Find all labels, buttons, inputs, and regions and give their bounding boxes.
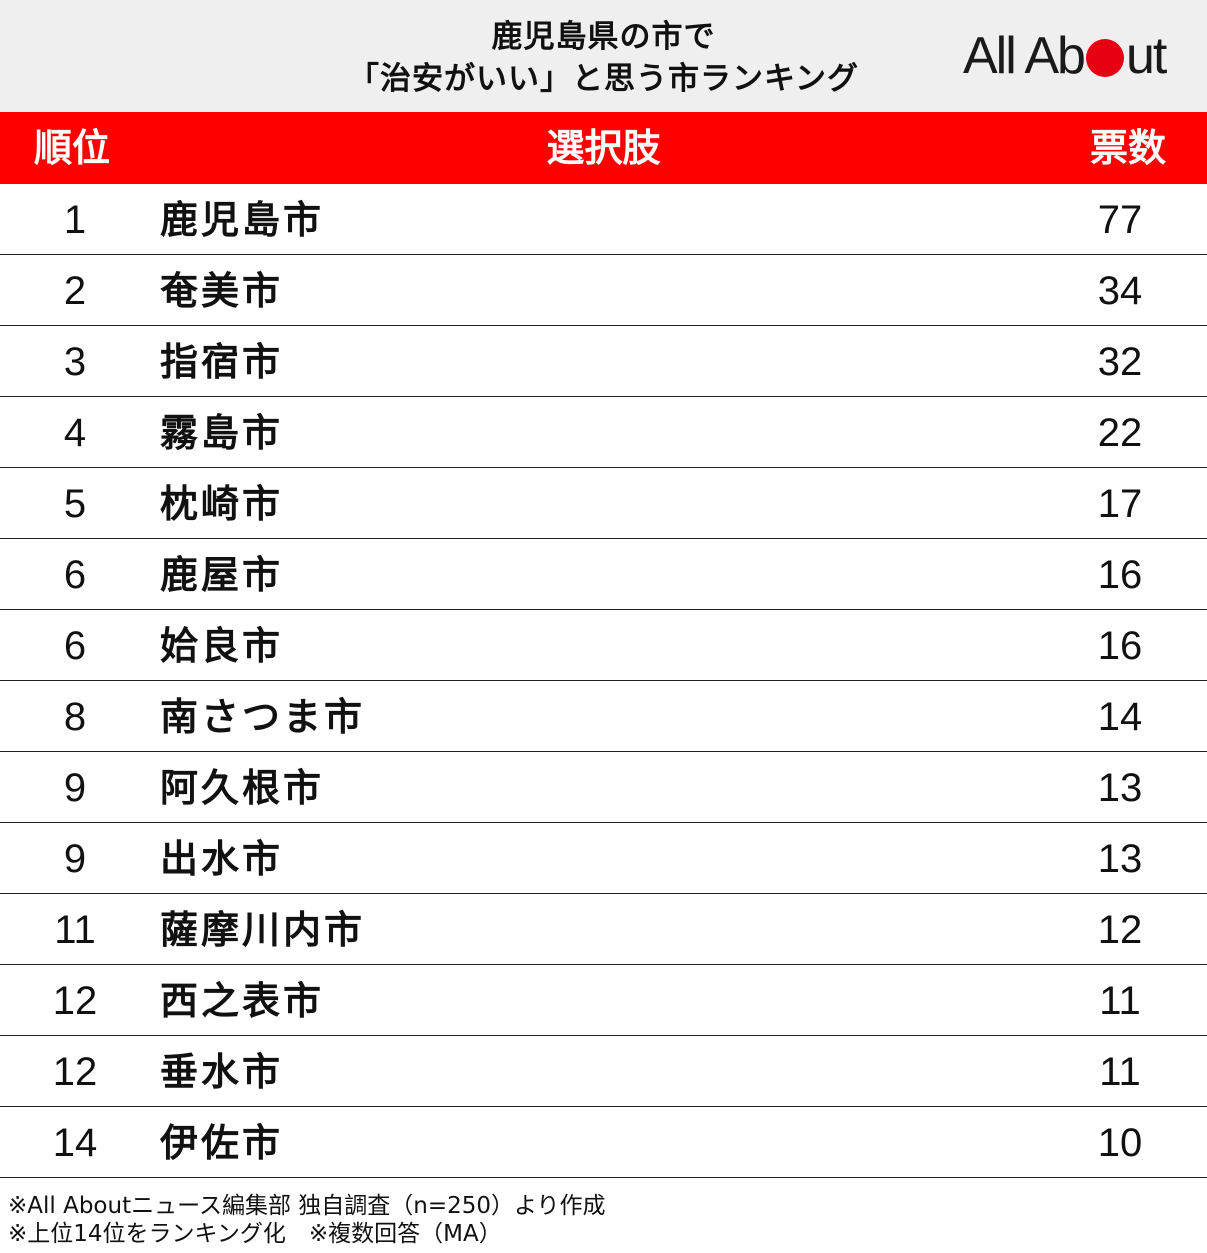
rank-cell: 9: [63, 766, 87, 810]
table-row: 9 阿久根市 13: [0, 752, 1207, 823]
column-header: 順位 選択肢 票数: [0, 112, 1207, 184]
name-cell: 伊佐市: [160, 1121, 284, 1165]
title-line-2: 「治安がいい」と思う市ランキング: [347, 61, 860, 97]
rank-cell: 6: [63, 624, 87, 668]
name-cell: 阿久根市: [160, 766, 325, 810]
votes-cell: 16: [1097, 624, 1143, 668]
name-cell: 出水市: [160, 837, 284, 881]
name-cell: 霧島市: [160, 411, 284, 455]
name-cell: 鹿児島市: [160, 198, 325, 242]
votes-cell: 11: [1099, 1050, 1141, 1094]
table-row: 9 出水市 13: [0, 823, 1207, 894]
logo-text-left: All Ab: [963, 27, 1086, 85]
rank-cell: 9: [63, 837, 87, 881]
name-cell: 枕崎市: [160, 482, 284, 526]
rank-cell: 14: [52, 1121, 98, 1165]
votes-cell: 16: [1097, 553, 1143, 597]
logo-text-right: ut: [1125, 27, 1167, 85]
name-cell: 鹿屋市: [160, 553, 284, 597]
rank-cell: 12: [52, 979, 98, 1023]
votes-cell: 34: [1097, 269, 1143, 313]
title-line-1: 鹿児島県の市で: [491, 19, 716, 55]
rank-cell: 4: [63, 411, 87, 455]
table-row: 12 垂水市 11: [0, 1036, 1207, 1107]
rank-cell: 11: [54, 908, 96, 952]
votes-cell: 77: [1097, 198, 1143, 242]
rank-cell: 12: [52, 1050, 98, 1094]
rank-cell: 1: [63, 198, 87, 242]
rank-cell: 6: [63, 553, 87, 597]
name-cell: 奄美市: [160, 269, 284, 313]
name-cell: 薩摩川内市: [160, 908, 366, 952]
table-row: 5 枕崎市 17: [0, 468, 1207, 539]
rank-cell: 2: [63, 269, 87, 313]
logo-dot-icon: [1085, 39, 1124, 77]
page-title: 鹿児島県の市で 「治安がいい」と思う市ランキング: [0, 16, 1207, 100]
name-cell: 姶良市: [160, 624, 284, 668]
footnote-line-1: ※All Aboutニュース編集部 独自調査（n=250）より作成: [8, 1193, 606, 1219]
footnote-line-2: ※上位14位をランキング化 ※複数回答（MA）: [8, 1221, 502, 1247]
rank-cell: 5: [63, 482, 87, 526]
table-row: 11 薩摩川内市 12: [0, 894, 1207, 965]
table-row: 6 姶良市 16: [0, 610, 1207, 681]
table-row: 1 鹿児島市 77: [0, 184, 1207, 255]
column-rank: 順位: [34, 126, 111, 170]
column-choice: 選択肢: [546, 126, 661, 170]
votes-cell: 12: [1097, 908, 1143, 952]
table-row: 6 鹿屋市 16: [0, 539, 1207, 610]
footnotes: ※All Aboutニュース編集部 独自調査（n=250）より作成 ※上位14位…: [8, 1192, 606, 1248]
column-votes: 票数: [1090, 126, 1167, 170]
votes-cell: 32: [1097, 340, 1143, 384]
votes-cell: 13: [1097, 837, 1143, 881]
name-cell: 指宿市: [160, 340, 284, 384]
allabout-logo: All Ab ut: [963, 26, 1167, 86]
votes-cell: 10: [1097, 1121, 1143, 1165]
table-row: 14 伊佐市 10: [0, 1107, 1207, 1178]
name-cell: 西之表市: [160, 979, 325, 1023]
name-cell: 南さつま市: [160, 695, 366, 739]
votes-cell: 11: [1099, 979, 1141, 1023]
rank-cell: 3: [63, 340, 87, 384]
votes-cell: 14: [1097, 695, 1143, 739]
ranking-table: 1 鹿児島市 77 2 奄美市 34 3 指宿市 32 4 霧島市 22 5 枕崎市 17 6 鹿屋市…: [0, 184, 1207, 1178]
votes-cell: 22: [1097, 411, 1143, 455]
table-row: 3 指宿市 32: [0, 326, 1207, 397]
header: 鹿児島県の市で 「治安がいい」と思う市ランキング All Ab ut: [0, 0, 1207, 112]
table-row: 4 霧島市 22: [0, 397, 1207, 468]
votes-cell: 17: [1097, 482, 1143, 526]
rank-cell: 8: [63, 695, 87, 739]
votes-cell: 13: [1097, 766, 1143, 810]
table-row: 8 南さつま市 14: [0, 681, 1207, 752]
table-row: 12 西之表市 11: [0, 965, 1207, 1036]
table-row: 2 奄美市 34: [0, 255, 1207, 326]
name-cell: 垂水市: [160, 1050, 284, 1094]
